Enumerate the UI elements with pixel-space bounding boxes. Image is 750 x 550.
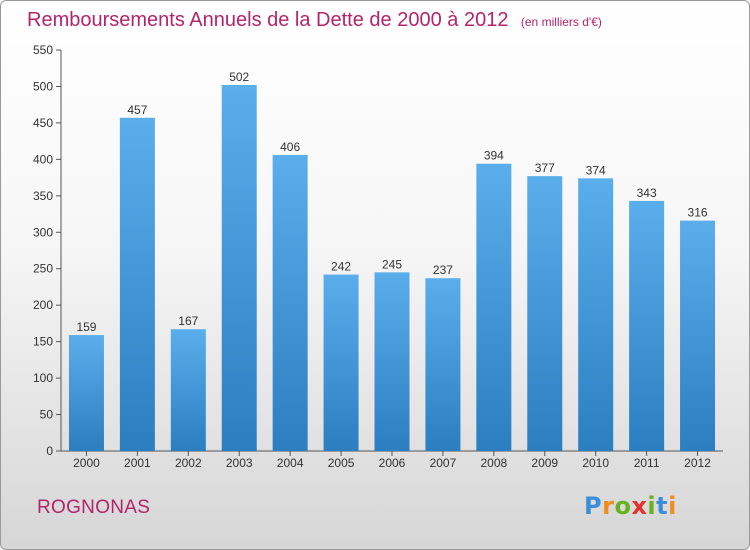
y-tick-label: 200 [33,298,53,312]
data-label: 406 [280,140,300,154]
bar [578,178,614,451]
data-label: 245 [382,257,402,271]
y-tick-label: 0 [46,444,53,458]
chart-unit: (en milliers d'€) [520,15,602,29]
x-tick-label: 2000 [73,456,100,470]
chart-title: Remboursements Annuels de la Dette de 20… [27,9,509,31]
data-label: 167 [178,314,198,328]
x-tick-label: 2003 [226,456,253,470]
data-label: 374 [586,163,606,177]
x-tick-label: 2011 [634,456,660,470]
x-tick-label: 2009 [531,456,558,470]
bar [68,335,104,451]
y-tick-label: 100 [33,371,53,385]
logo-letter: t [656,492,669,520]
bar [425,278,461,451]
x-tick-label: 2007 [430,456,457,470]
logo-letter: o [614,492,632,520]
data-label: 237 [433,263,453,277]
data-label: 377 [535,161,555,175]
x-tick-label: 2002 [175,456,202,470]
x-tick-label: 2012 [684,456,711,470]
logo-letter: P [584,492,603,520]
data-label: 343 [637,186,657,200]
x-tick-label: 2001 [124,456,151,470]
bar [170,329,206,451]
bar [272,154,308,452]
x-tick-label: 2005 [328,456,355,470]
bar [476,163,512,452]
bar [119,117,155,452]
y-tick-label: 450 [33,116,53,130]
y-tick-label: 300 [33,225,53,239]
y-tick-label: 550 [33,43,53,57]
bar [374,272,410,451]
y-tick-label: 400 [33,152,53,166]
y-tick-label: 350 [33,189,53,203]
logo-letter: i [668,492,677,520]
data-label: 502 [229,70,249,84]
bar [680,220,716,451]
data-label: 316 [688,206,708,220]
bar [527,176,563,451]
bar [221,84,257,451]
y-tick-label: 500 [33,79,53,93]
bar [323,274,359,451]
logo-letter: i [647,492,657,520]
logo-letter: x [631,492,648,520]
y-tick-label: 150 [33,335,53,349]
data-label: 159 [76,320,96,334]
town-name: ROGNONAS [37,497,151,518]
x-tick-label: 2006 [379,456,406,470]
logo-letter: r [602,492,615,520]
data-label: 394 [484,149,504,163]
data-label: 242 [331,260,351,274]
x-tick-label: 2004 [277,456,304,470]
x-tick-label: 2008 [480,456,507,470]
bar [629,200,665,451]
proxiti-logo: Proxiti [584,492,677,520]
data-label: 457 [127,103,147,117]
chart-title-row: Remboursements Annuels de la Dette de 20… [27,9,602,32]
x-tick-label: 2010 [582,456,609,470]
y-tick-label: 250 [33,262,53,276]
y-tick-label: 50 [40,408,54,422]
